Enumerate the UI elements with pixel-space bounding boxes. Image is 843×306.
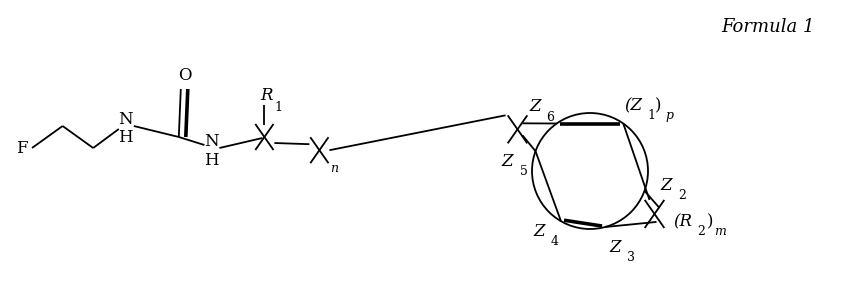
Text: 4: 4 <box>551 235 559 248</box>
Text: ): ) <box>707 213 714 230</box>
Text: Z: Z <box>534 223 545 240</box>
Text: Z: Z <box>609 238 620 256</box>
Text: m: m <box>715 226 727 238</box>
Text: H: H <box>204 151 218 169</box>
Text: (R: (R <box>673 213 692 230</box>
Text: ): ) <box>655 97 662 114</box>
Text: 1: 1 <box>647 109 655 122</box>
Text: 5: 5 <box>519 165 528 178</box>
Text: R: R <box>260 87 272 103</box>
Text: N: N <box>119 110 133 128</box>
Text: N: N <box>204 132 218 150</box>
Text: 6: 6 <box>545 111 554 124</box>
Text: Z: Z <box>661 177 672 194</box>
Text: O: O <box>178 66 191 84</box>
Text: F: F <box>16 140 28 156</box>
Text: H: H <box>119 129 133 147</box>
Text: 3: 3 <box>627 251 635 263</box>
Text: p: p <box>665 109 674 122</box>
Text: 2: 2 <box>679 189 686 202</box>
Text: Z: Z <box>529 98 540 115</box>
Text: 2: 2 <box>697 226 706 238</box>
Text: Z: Z <box>502 153 513 170</box>
Text: Formula 1: Formula 1 <box>722 18 815 36</box>
Text: (Z: (Z <box>625 97 642 114</box>
Text: n: n <box>330 162 338 175</box>
Text: 1: 1 <box>275 100 282 114</box>
